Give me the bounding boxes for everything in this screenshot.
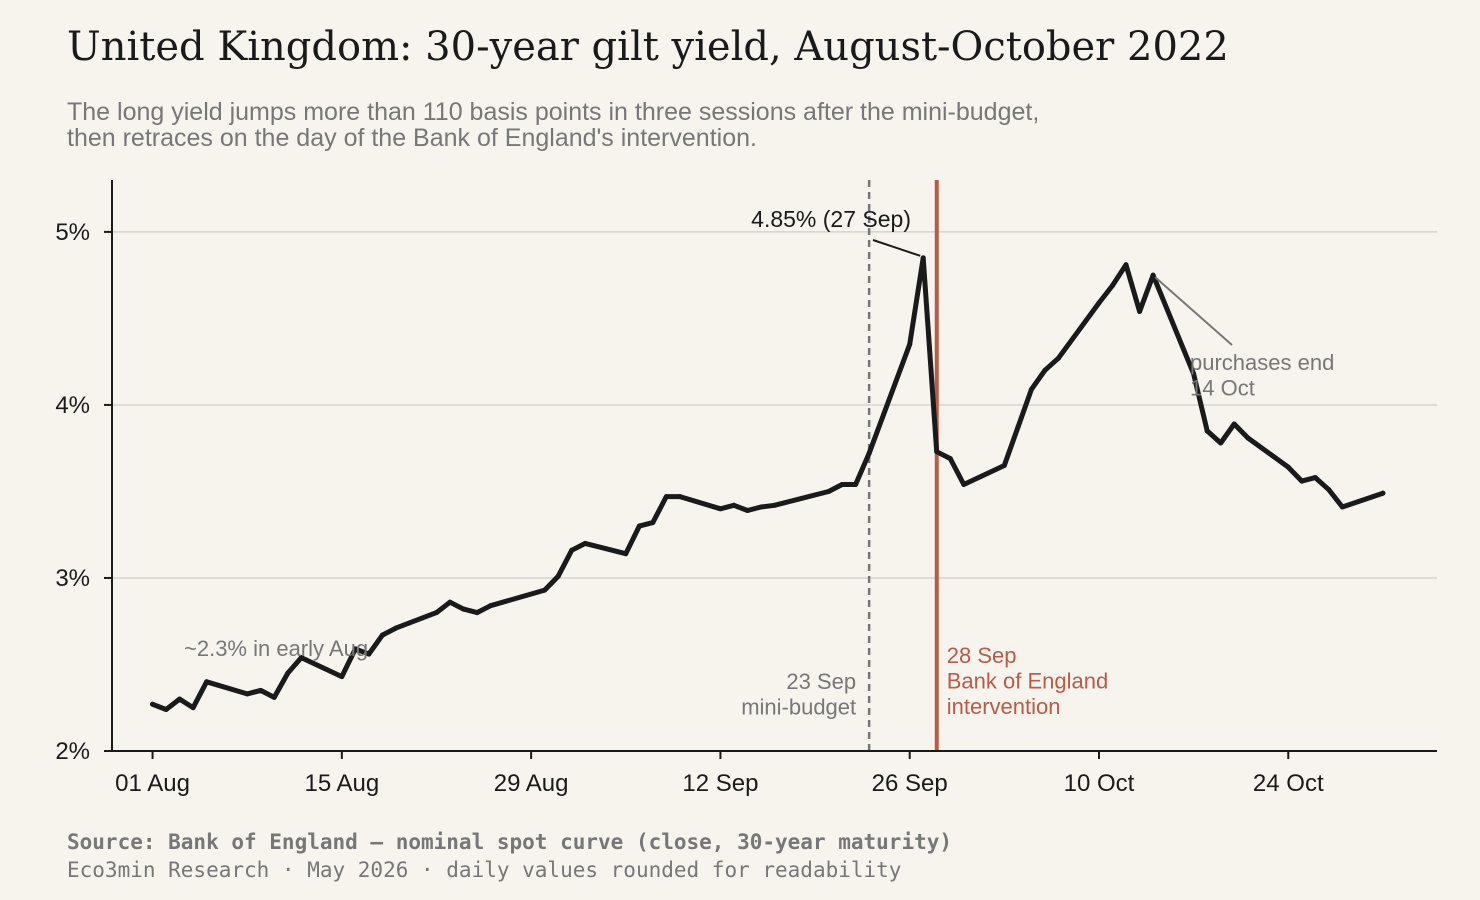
- data-point: [447, 599, 453, 605]
- early-annotation: ~2.3% in early Aug: [184, 636, 368, 661]
- subtitle-line: then retraces on the day of the Bank of …: [67, 124, 757, 152]
- x-tick-label: 26 Sep: [872, 770, 948, 797]
- data-point: [244, 691, 250, 697]
- data-point: [1326, 487, 1332, 493]
- data-point: [569, 547, 575, 553]
- data-point: [1191, 371, 1197, 377]
- data-point: [772, 502, 777, 508]
- x-tick-label: 15 Aug: [304, 770, 379, 797]
- data-point: [379, 632, 385, 638]
- data-point: [1150, 272, 1156, 278]
- data-point: [677, 494, 683, 500]
- x-tick-label: 29 Aug: [494, 770, 569, 797]
- data-point: [663, 494, 669, 500]
- event-label-boe: 28 Sep: [947, 643, 1017, 668]
- data-point: [163, 706, 169, 712]
- data-point: [433, 610, 439, 616]
- data-point: [866, 450, 872, 456]
- subtitle-line: The long yield jumps more than 110 basis…: [67, 98, 1040, 126]
- peak-leader: [872, 239, 921, 257]
- data-point: [1299, 478, 1305, 484]
- data-point: [366, 651, 372, 657]
- data-point: [1218, 440, 1224, 446]
- source-note: Source: Bank of England — nominal spot c…: [67, 830, 953, 854]
- y-tick-label: 3%: [55, 565, 90, 592]
- data-point: [582, 540, 588, 546]
- data-point: [636, 523, 642, 529]
- data-point: [339, 674, 345, 680]
- peak-annotation: 4.85% (27 Sep): [751, 206, 911, 232]
- data-point: [758, 504, 764, 510]
- event-label-boe: intervention: [947, 694, 1061, 719]
- data-point: [1001, 463, 1007, 468]
- y-tick-label: 4%: [55, 392, 90, 419]
- data-point: [1245, 435, 1251, 441]
- end-annotation: 14 Oct: [1190, 376, 1255, 401]
- event-label-boe: Bank of England: [947, 669, 1108, 694]
- data-point: [907, 341, 913, 347]
- x-tick-label: 12 Sep: [682, 770, 758, 797]
- data-point: [1312, 475, 1318, 481]
- y-tick-label: 5%: [55, 219, 90, 246]
- data-point: [393, 625, 399, 631]
- event-label-mini-budget: 23 Sep: [786, 669, 856, 694]
- data-point: [1123, 262, 1129, 268]
- data-point: [961, 482, 967, 488]
- data-point: [555, 573, 561, 579]
- data-point: [1285, 464, 1291, 470]
- data-point: [190, 705, 196, 711]
- data-point: [271, 694, 277, 700]
- data-point: [352, 646, 358, 652]
- data-point: [258, 687, 264, 693]
- end-annotation: purchases end: [1190, 350, 1334, 375]
- data-point: [1028, 386, 1034, 392]
- data-point: [623, 551, 629, 557]
- end-leader: [1154, 276, 1233, 346]
- data-point: [204, 679, 210, 685]
- y-tick-label: 2%: [55, 738, 90, 765]
- data-point: [1110, 283, 1116, 289]
- data-point: [947, 456, 953, 462]
- x-tick-label: 24 Oct: [1253, 770, 1324, 797]
- data-point: [717, 506, 723, 512]
- data-point: [1231, 421, 1237, 427]
- data-point: [177, 696, 183, 702]
- data-point: [853, 482, 859, 488]
- data-point: [826, 488, 832, 494]
- data-point: [1137, 309, 1143, 315]
- data-point: [461, 606, 467, 612]
- chart-subtitle: The long yield jumps more than 110 basis…: [67, 99, 1039, 151]
- x-tick-label: 01 Aug: [115, 770, 190, 797]
- event-label-mini-budget: mini-budget: [741, 695, 856, 720]
- credit-note: Eco3min Research · May 2026 · daily valu…: [67, 858, 902, 882]
- data-point: [1380, 490, 1386, 496]
- data-point: [1339, 504, 1345, 510]
- x-tick-label: 10 Oct: [1064, 770, 1135, 797]
- data-point: [731, 502, 737, 508]
- data-point: [934, 449, 940, 455]
- data-point: [474, 610, 480, 616]
- data-point: [650, 520, 656, 526]
- data-point: [1055, 355, 1061, 361]
- data-point: [1096, 300, 1102, 306]
- data-point: [298, 655, 304, 661]
- data-point: [744, 507, 750, 513]
- data-point: [542, 587, 548, 593]
- yield-line: [150, 255, 1386, 712]
- data-point: [1015, 424, 1021, 430]
- data-point: [150, 701, 156, 707]
- data-point: [1042, 367, 1048, 373]
- data-point: [488, 603, 494, 609]
- data-point: [285, 670, 291, 676]
- chart-title: United Kingdom: 30-year gilt yield, Augu…: [67, 24, 1229, 70]
- data-point: [839, 482, 845, 488]
- data-point: [920, 255, 926, 261]
- data-point: [1204, 428, 1210, 434]
